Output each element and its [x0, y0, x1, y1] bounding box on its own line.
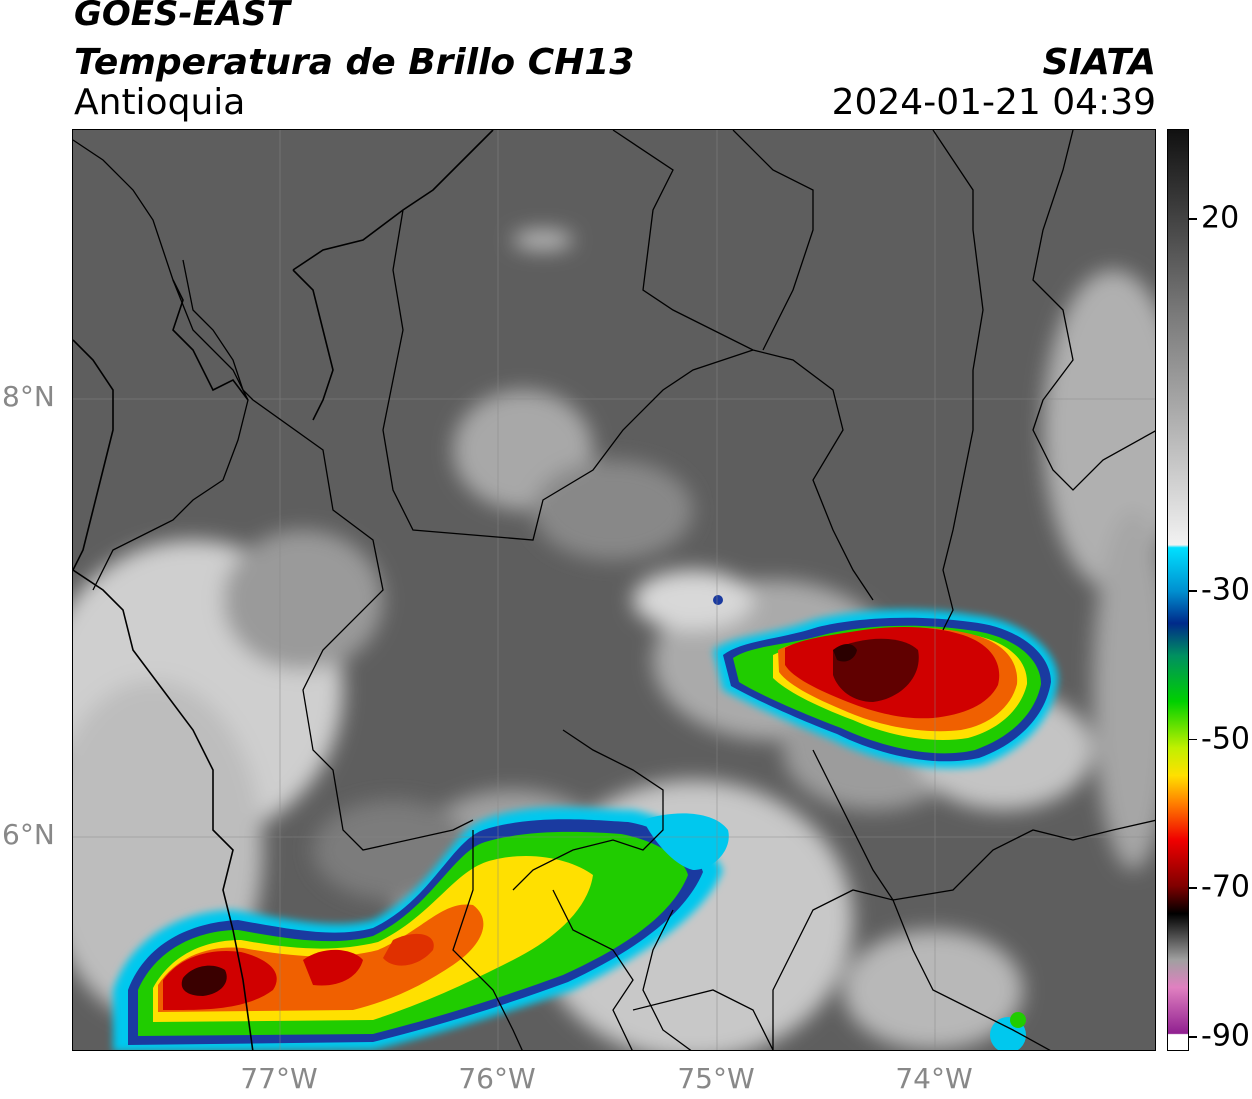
satellite-title: GOES-EAST — [74, 0, 290, 34]
colorbar-tick-mark — [1189, 887, 1197, 889]
region-title: Antioquia — [74, 82, 246, 123]
colorbar-tick-label: -30 — [1201, 572, 1250, 608]
colorbar-tick-mark — [1189, 738, 1197, 741]
colorbar-tick-mark — [1189, 218, 1197, 220]
product-title: Temperatura de Brillo CH13 — [74, 42, 635, 83]
colorbar-tick-label: -90 — [1201, 1018, 1250, 1054]
lon-label-75w: 75°W — [677, 1062, 755, 1095]
colorbar-tick-label: 20 — [1201, 200, 1240, 236]
storm-system-northeast — [713, 609, 1058, 769]
timestamp-label: 2024-01-21 04:39 — [831, 82, 1156, 123]
lon-label-76w: 76°W — [458, 1062, 536, 1095]
lat-label-8n: 8°N — [2, 380, 55, 413]
map-svg — [73, 130, 1155, 1050]
colorbar — [1167, 129, 1189, 1051]
satellite-map — [72, 129, 1156, 1051]
coastline — [73, 130, 494, 1050]
admin-boundaries — [73, 130, 1155, 1050]
small-cloud-cells — [643, 595, 1026, 1050]
lat-label-6n: 6°N — [2, 818, 55, 851]
colorbar-tick-label: -50 — [1201, 721, 1250, 757]
gridlines — [73, 130, 1155, 1050]
lon-label-74w: 74°W — [895, 1062, 973, 1095]
colorbar-gradient — [1168, 130, 1188, 1050]
organization-label: SIATA — [1042, 42, 1156, 83]
colorbar-tick-mark — [1189, 1036, 1197, 1038]
colorbar-tick-mark — [1189, 590, 1197, 592]
lon-label-77w: 77°W — [240, 1062, 318, 1095]
storm-system-southwest — [113, 807, 723, 1050]
colorbar-tick-label: -70 — [1201, 869, 1250, 905]
